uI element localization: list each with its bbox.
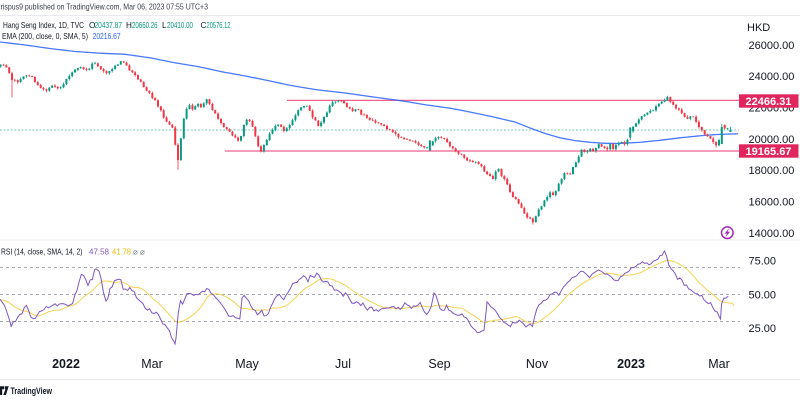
svg-text:20410.00: 20410.00 [167,21,193,30]
svg-text:Sep: Sep [428,357,450,371]
svg-text:20576.12: 20576.12 [207,21,231,30]
svg-text:2022: 2022 [52,357,80,371]
svg-text:25.00: 25.00 [749,323,777,335]
svg-text:HKD: HKD [747,22,770,34]
svg-text:O: O [89,21,95,30]
svg-text:20000.00: 20000.00 [749,134,795,146]
svg-text:20216.67: 20216.67 [93,32,121,41]
svg-text:18000.00: 18000.00 [749,165,795,177]
svg-text:C: C [201,21,207,30]
svg-text:20660.26: 20660.26 [132,21,158,30]
svg-text:47.58: 47.58 [89,248,109,257]
svg-text:41.78: 41.78 [112,248,131,257]
svg-text:22466.31: 22466.31 [746,96,792,108]
svg-text:50.00: 50.00 [749,289,777,301]
svg-text:19165.67: 19165.67 [746,146,792,158]
svg-text:May: May [235,357,259,371]
svg-text:16000.00: 16000.00 [749,197,795,209]
svg-text:2023: 2023 [617,357,645,371]
svg-text:Hang Seng Index, 1D, TVC: Hang Seng Index, 1D, TVC [3,21,84,30]
svg-text:TradingView: TradingView [11,386,53,396]
svg-text:75.00: 75.00 [749,256,777,268]
svg-text:20437.87: 20437.87 [95,21,123,30]
svg-text:Mar: Mar [708,357,730,371]
svg-text:Nov: Nov [526,357,549,371]
svg-text:24000.00: 24000.00 [749,71,795,83]
svg-text:14000.00: 14000.00 [749,228,795,240]
svg-text:Mar: Mar [141,357,163,371]
svg-text:26000.00: 26000.00 [749,40,795,52]
svg-text:L: L [162,21,167,30]
svg-text:EMA (200, close, 0, SMA, 5): EMA (200, close, 0, SMA, 5) [2,32,88,41]
svg-text:Jul: Jul [335,357,351,371]
svg-text:RSI (14, close, SMA, 14, 2): RSI (14, close, SMA, 14, 2) [1,248,83,257]
svg-text:H: H [126,21,132,30]
svg-text:crispus9 published on TradingV: crispus9 published on TradingView.com, M… [0,2,208,11]
svg-text:⌀ ⌀: ⌀ ⌀ [133,248,145,257]
